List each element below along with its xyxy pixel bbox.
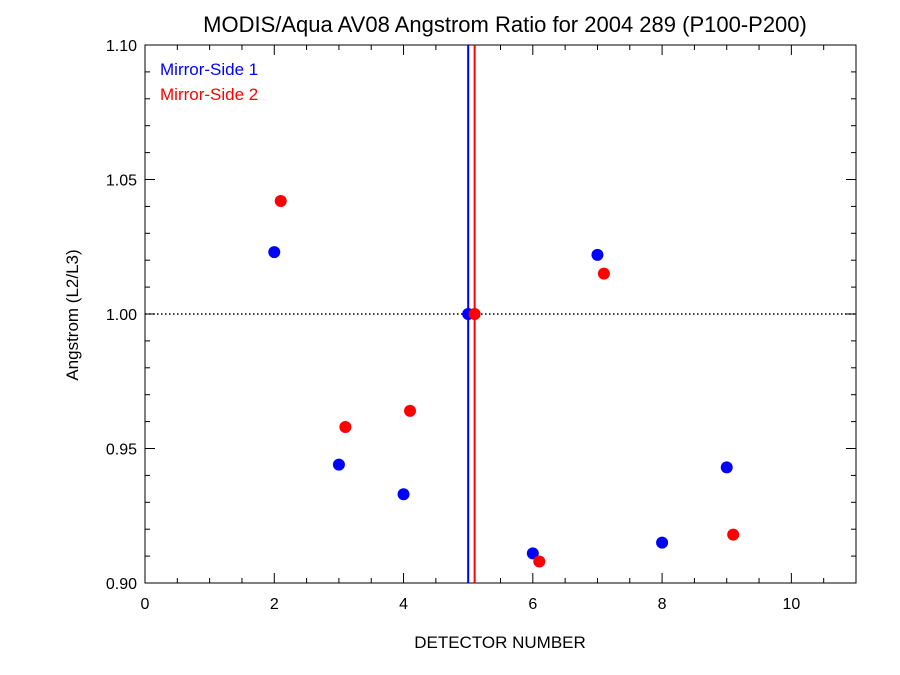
mirror-side-1-point xyxy=(526,547,539,560)
mirror-side-1-point xyxy=(591,248,604,261)
mirror-side-1-point xyxy=(268,246,281,259)
x-tick-label: 6 xyxy=(528,596,537,613)
mirror-side-2-point xyxy=(404,404,417,417)
x-axis-label: DETECTOR NUMBER xyxy=(414,633,586,652)
y-axis-label: Angstrom (L2/L3) xyxy=(63,249,82,380)
mirror-side-1-point xyxy=(397,488,410,501)
x-tick-label: 4 xyxy=(399,596,408,613)
mirror-side-2-point xyxy=(274,195,287,208)
x-tick-label: 8 xyxy=(658,596,667,613)
mirror-side-2-point xyxy=(597,267,610,280)
chart-title: MODIS/Aqua AV08 Angstrom Ratio for 2004 … xyxy=(203,12,807,37)
mirror-side-2-point xyxy=(339,420,352,433)
mirror-side-2-point xyxy=(468,308,481,320)
x-tick-label: 10 xyxy=(782,596,800,613)
mirror-side-2-point xyxy=(533,555,546,568)
mirror-side-1-point xyxy=(656,536,669,549)
y-tick-label: 1.00 xyxy=(106,307,137,324)
mirror-side-1-point xyxy=(720,461,733,474)
legend-mirror-side-2: Mirror-Side 2 xyxy=(160,85,258,104)
mirror-side-1-point xyxy=(332,458,345,471)
plot-area: 0 2 4 6 8 10 0.90 0.95 1.00 1.05 1.10 xyxy=(106,38,857,613)
y-tick-label: 1.05 xyxy=(106,173,137,190)
legend: Mirror-Side 1 Mirror-Side 2 xyxy=(160,60,258,104)
y-tick-label: 1.10 xyxy=(106,38,137,55)
mirror-side-2-point xyxy=(727,528,740,541)
x-tick-label: 0 xyxy=(141,596,150,613)
legend-mirror-side-1: Mirror-Side 1 xyxy=(160,60,258,79)
y-tick-label: 0.90 xyxy=(106,576,137,593)
x-tick-label: 2 xyxy=(270,596,279,613)
y-tick-label: 0.95 xyxy=(106,442,137,459)
